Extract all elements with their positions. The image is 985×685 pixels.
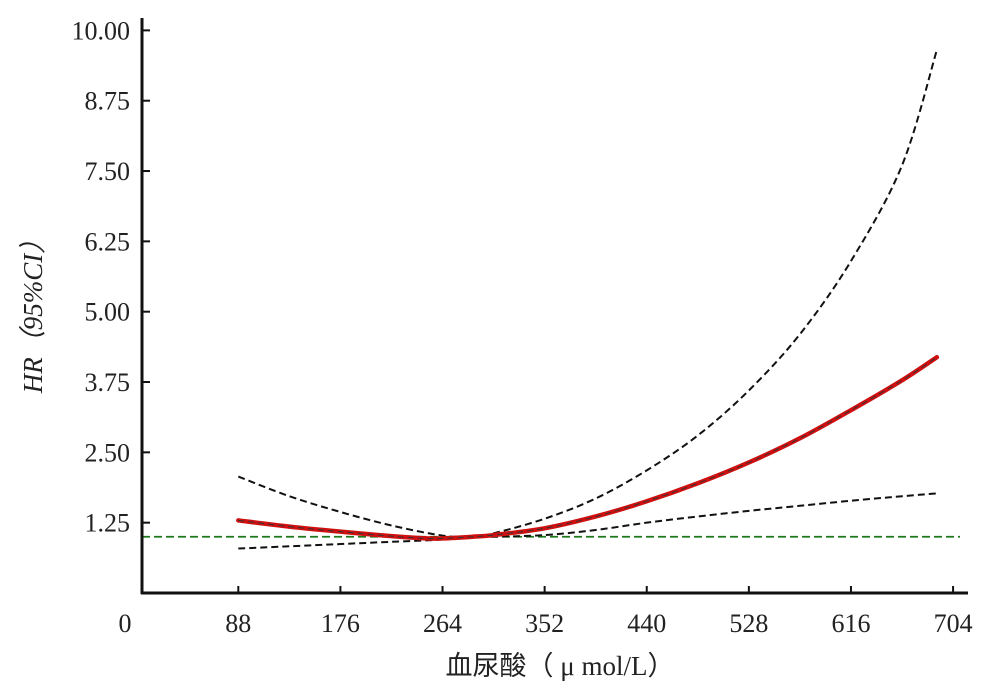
- x-tick-label: 176: [321, 609, 360, 638]
- y-tick-label: 10.00: [72, 16, 131, 45]
- y-tick-label: 8.75: [85, 87, 131, 116]
- y-tick-label: 6.25: [85, 227, 131, 256]
- x-ticks: 88 176 264 352 440 528 616 704: [225, 586, 973, 638]
- x-tick-label: 264: [423, 609, 462, 638]
- x-tick-label: 352: [525, 609, 564, 638]
- y-tick-label: 7.50: [85, 157, 131, 186]
- y-ticks: 1.25 2.50 3.75 5.00 6.25 7.50 8.75 10.00: [72, 16, 150, 538]
- upper-ci-line: [237, 49, 938, 539]
- plot-area: [142, 49, 960, 550]
- x-tick-label: 440: [627, 609, 666, 638]
- y-tick-label: 1.25: [85, 509, 131, 538]
- x-tick-label: 704: [934, 609, 973, 638]
- y-tick-label: 2.50: [85, 438, 131, 467]
- hr-center-dash: [238, 356, 938, 540]
- x-tick-label: 616: [831, 609, 870, 638]
- lower-ci-line: [238, 492, 937, 550]
- y-axis-title: HR（95%CI）: [18, 227, 48, 394]
- origin-label: 0: [119, 609, 132, 638]
- x-tick-label: 528: [729, 609, 768, 638]
- x-tick-label: 88: [225, 609, 251, 638]
- y-tick-label: 5.00: [85, 298, 131, 327]
- axes: [140, 18, 968, 595]
- hr-line: [236, 355, 940, 541]
- y-tick-label: 3.75: [85, 368, 131, 397]
- x-axis-title: 血尿酸（ μ mol/L）: [446, 651, 675, 681]
